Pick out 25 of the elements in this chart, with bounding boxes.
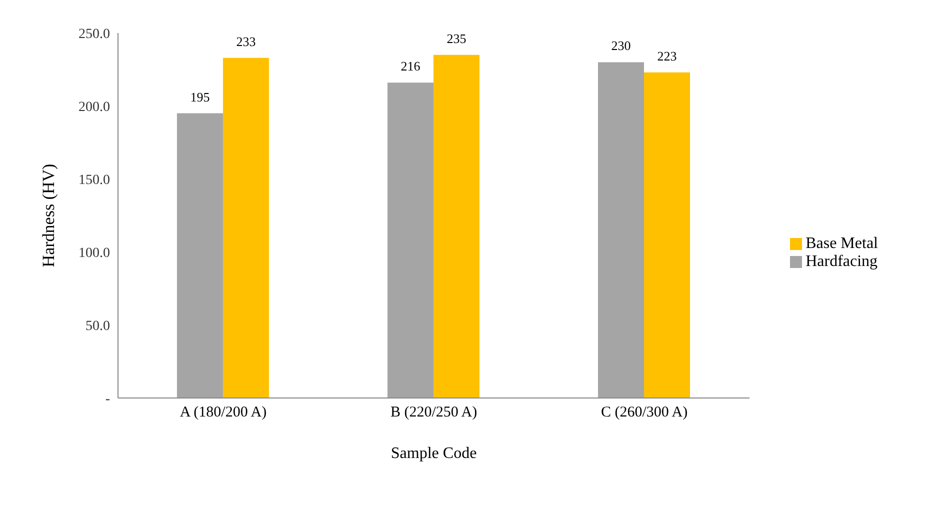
bar bbox=[644, 72, 690, 398]
bar bbox=[222, 58, 269, 398]
legend-label: Base Metal bbox=[806, 235, 878, 252]
bar bbox=[433, 54, 480, 398]
bar bbox=[598, 62, 644, 398]
legend-label: Hardfacing bbox=[806, 253, 878, 270]
x-tick-label: B (220/250 A) bbox=[390, 404, 478, 421]
data-label: 223 bbox=[657, 48, 677, 64]
y-tick-label: 100.0 bbox=[78, 246, 110, 261]
y-tick-label: 150.0 bbox=[78, 172, 110, 188]
y-tick-label: 50.0 bbox=[86, 318, 110, 334]
data-label: 235 bbox=[446, 30, 466, 46]
y-tick-label: 250.0 bbox=[78, 26, 110, 42]
x-axis-title: Sample Code bbox=[390, 445, 477, 462]
data-label: 233 bbox=[236, 34, 256, 49]
data-label: 195 bbox=[190, 89, 210, 104]
bar bbox=[176, 113, 223, 398]
bar bbox=[387, 82, 434, 398]
y-tick-label: - bbox=[105, 392, 110, 407]
y-tick-label: 200.0 bbox=[78, 100, 110, 115]
x-tick-label: A (180/200 A) bbox=[180, 404, 267, 421]
y-axis-title: Hardness (HV) bbox=[39, 164, 58, 268]
data-label: 216 bbox=[400, 58, 421, 74]
data-label: 230 bbox=[611, 38, 631, 54]
x-tick-label: C (260/300 A) bbox=[600, 404, 688, 421]
